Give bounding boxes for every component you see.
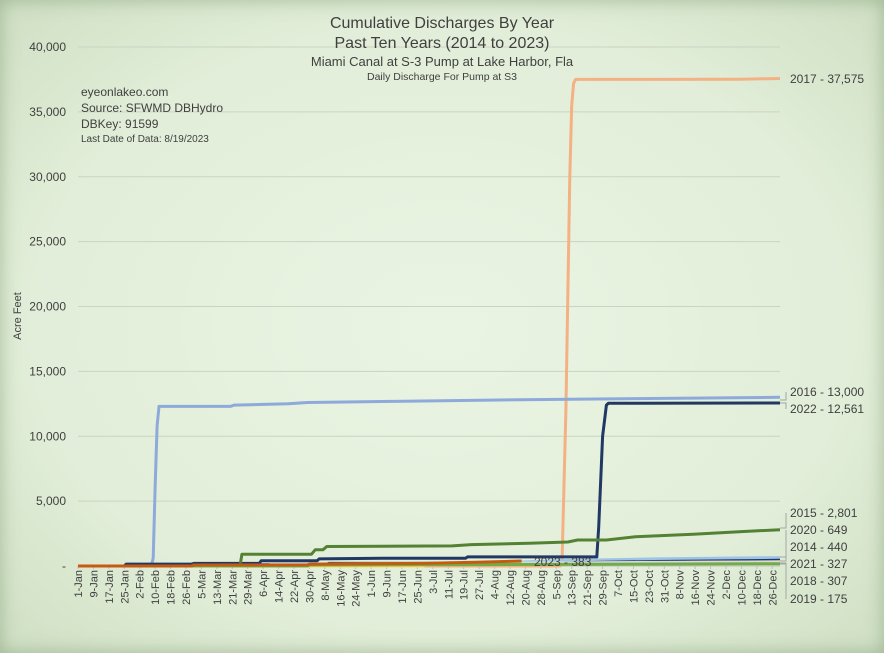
source-site: eyeonlakeo.com (81, 85, 169, 99)
series-end-label: 2019 - 175 (790, 592, 848, 606)
y-tick-label: 15,000 (29, 364, 66, 378)
label-leader-line (780, 547, 787, 562)
x-tick-label: 6-Apr (258, 570, 270, 597)
x-tick-label: 31-Oct (659, 570, 671, 603)
label-leader-line (780, 402, 787, 409)
x-tick-label: 1-Jan (73, 570, 85, 598)
label-leader-line (780, 563, 787, 599)
label-leader-line (780, 392, 787, 401)
x-tick-label: 13-Sep (567, 570, 579, 605)
x-tick-label: 17-Jan (104, 570, 116, 604)
x-tick-label: 18-Dec (752, 570, 764, 606)
x-tick-label: 29-Mar (243, 570, 255, 605)
source-dbkey: DBKey: 91599 (81, 117, 159, 131)
x-tick-label: 27-Jul (474, 570, 486, 600)
series-line-1 (78, 395, 781, 568)
x-tick-label: 2-Feb (135, 570, 147, 599)
x-tick-label: 17-Jun (397, 570, 409, 604)
series-end-label: 2020 - 649 (790, 523, 848, 537)
x-tick-label: 10-Feb (150, 570, 162, 605)
series-end-label: 2015 - 2,801 (790, 506, 858, 520)
source-info: eyeonlakeo.com Source: SFWMD DBHydro DBK… (81, 84, 223, 148)
x-tick-label: 24-Nov (706, 570, 718, 606)
y-axis-label-wrap: Acre Feet (8, 270, 28, 370)
y-tick-label: 30,000 (29, 170, 66, 184)
y-tick-label: 25,000 (29, 235, 66, 249)
x-tick-label: 24-May (351, 570, 363, 607)
x-tick-label: 21-Sep (582, 570, 594, 605)
x-tick-label: 3-Jul (428, 570, 440, 594)
series-end-label: 2022 - 12,561 (790, 402, 864, 416)
series-line-2 (78, 401, 781, 568)
x-tick-label: 21-Mar (227, 570, 239, 605)
label-leader-line (780, 513, 787, 529)
series-end-label: 2016 - 13,000 (790, 385, 864, 399)
x-tick-label: 9-Jun (382, 570, 394, 598)
x-tick-label: 10-Dec (736, 570, 748, 606)
y-tick-label: 20,000 (29, 300, 66, 314)
chart-subtitle-location: Miami Canal at S-3 Pump at Lake Harbor, … (310, 54, 574, 69)
x-tick-label: 26-Feb (181, 570, 193, 605)
y-tick-label: 35,000 (29, 105, 66, 119)
x-tick-label: 8-May (320, 570, 332, 601)
series-end-label: 2018 - 307 (790, 574, 848, 588)
x-tick-label: 4-Aug (490, 570, 502, 599)
x-tick-label: 30-Apr (304, 570, 316, 603)
chart-subtitle: Past Ten Years (2014 to 2023) (334, 35, 550, 52)
x-tick-label: 28-Aug (536, 570, 548, 605)
x-tick-label: 25-Jan (119, 570, 131, 604)
chart-title-block: Cumulative Discharges By Year Past Ten Y… (0, 14, 884, 84)
x-tick-label: 20-Aug (520, 570, 532, 605)
series-end-label: 2014 - 440 (790, 540, 848, 554)
x-tick-label: 13-Mar (212, 570, 224, 605)
source-name: Source: SFWMD DBHydro (81, 101, 224, 115)
series-line-9 (78, 559, 522, 568)
y-tick-label: 40,000 (29, 40, 66, 54)
x-tick-label: 19-Jul (459, 570, 471, 600)
x-tick-label: 26-Dec (767, 570, 779, 606)
y-tick-label: - (62, 559, 66, 573)
series-end-label: 2017 - 37,575 (790, 72, 864, 86)
x-tick-label: 9-Jan (88, 570, 100, 598)
x-tick-label: 7-Oct (613, 570, 625, 597)
series-line-3 (78, 528, 781, 568)
x-tick-label: 5-Sep (551, 570, 563, 599)
y-axis-label: Acre Feet (12, 292, 24, 340)
series-end-label: 2021 - 327 (790, 557, 848, 571)
x-tick-label: 2-Dec (721, 570, 733, 600)
x-tick-label: 18-Feb (166, 570, 178, 605)
x-tick-label: 16-May (335, 570, 347, 607)
series-line-0 (78, 77, 781, 568)
chart-title: Cumulative Discharges By Year (329, 15, 555, 32)
x-tick-label: 15-Oct (628, 570, 640, 603)
x-tick-label: 1-Jun (366, 570, 378, 598)
y-tick-label: 10,000 (29, 429, 66, 443)
x-tick-label: 8-Nov (675, 570, 687, 600)
x-tick-label: 5-Mar (196, 570, 208, 599)
x-tick-label: 11-Jul (443, 570, 455, 599)
y-tick-label: 5,000 (36, 494, 66, 508)
x-tick-label: 14-Apr (274, 570, 286, 603)
source-last-date: Last Date of Data: 8/19/2023 (81, 134, 209, 145)
x-tick-label: 12-Aug (505, 570, 517, 605)
label-leader-line (780, 530, 787, 558)
x-tick-label: 23-Oct (644, 570, 656, 603)
series-end-label: 2023 - 383 (534, 555, 592, 569)
x-tick-label: 25-Jun (412, 570, 424, 604)
x-tick-label: 29-Sep (598, 570, 610, 605)
x-tick-label: 22-Apr (289, 570, 301, 603)
label-leader-line (780, 562, 787, 581)
chart-subtitle-detail: Daily Discharge For Pump at S3 (367, 71, 517, 83)
x-tick-label: 16-Nov (690, 570, 702, 606)
